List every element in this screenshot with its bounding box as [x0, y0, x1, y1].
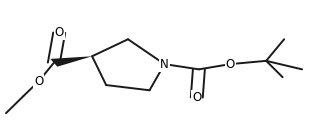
- Text: N: N: [160, 58, 169, 71]
- Text: O: O: [226, 58, 235, 71]
- Polygon shape: [50, 56, 92, 67]
- Text: O: O: [55, 26, 64, 39]
- Text: O: O: [34, 75, 44, 88]
- Text: O: O: [192, 91, 201, 104]
